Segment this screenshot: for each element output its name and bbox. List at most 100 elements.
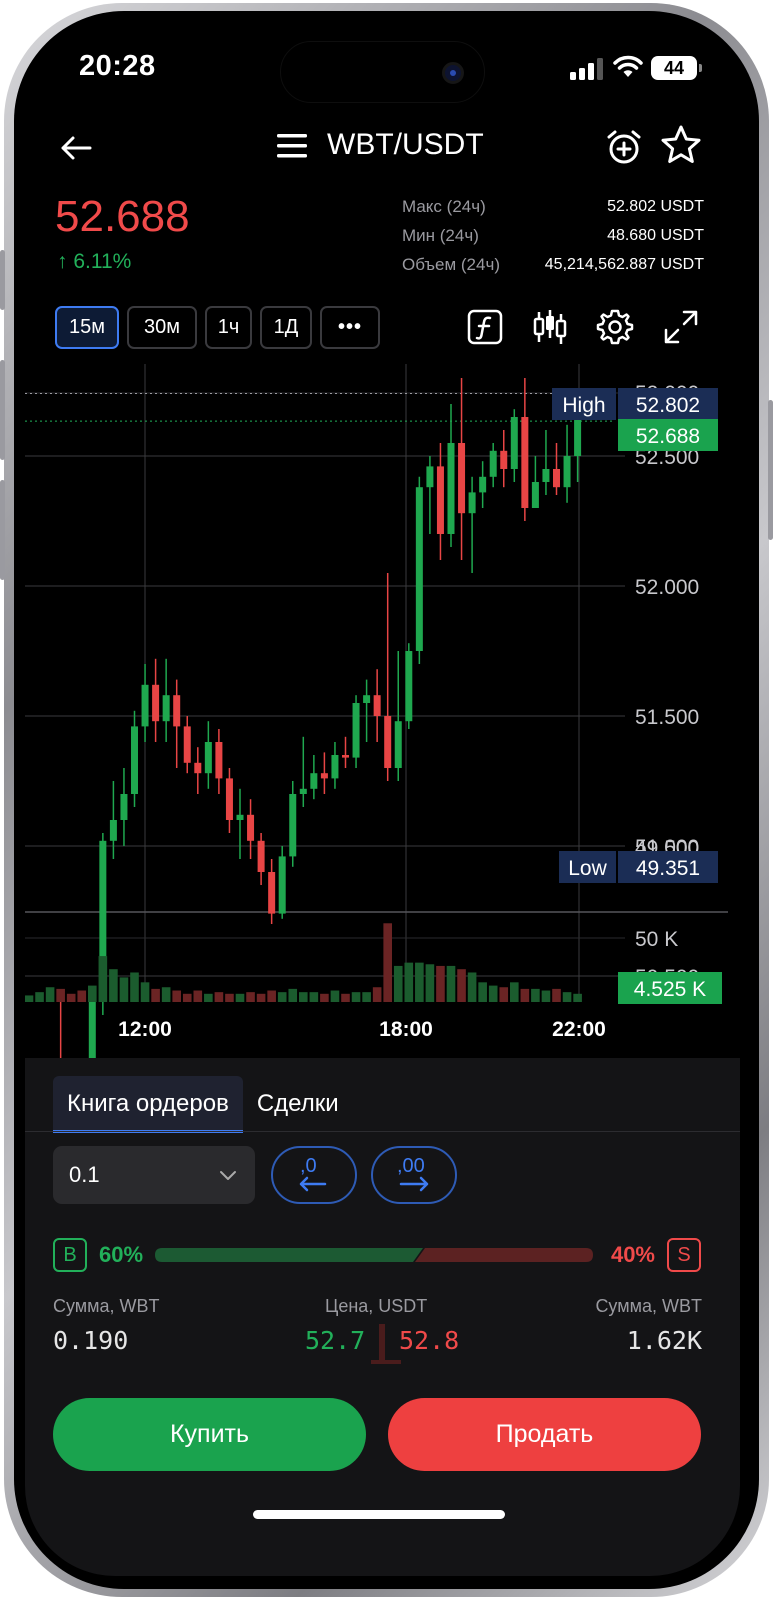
volume-bar xyxy=(130,972,139,1002)
x-tick-label: 12:00 xyxy=(118,1018,172,1041)
candle-body xyxy=(342,755,349,758)
volume-bar xyxy=(161,987,171,1002)
stat-value: 52.802 USDT xyxy=(607,197,704,215)
candle-body xyxy=(152,684,160,722)
candle-body xyxy=(99,840,107,1002)
stat-low: Мин (24ч) 48.680 USDT xyxy=(402,221,704,250)
volume-bar xyxy=(77,990,87,1002)
candle-body xyxy=(268,872,276,914)
decrease-precision-button[interactable]: ,0 xyxy=(271,1146,357,1204)
camera-icon xyxy=(442,62,464,84)
volume-bar xyxy=(436,965,445,1002)
candle-body xyxy=(542,469,550,482)
favorite-star-icon[interactable] xyxy=(660,124,702,166)
y-tick-label: 52.500 xyxy=(635,446,699,469)
volume-bar xyxy=(235,993,245,1002)
volume-bar xyxy=(140,982,150,1002)
buy-button[interactable]: Купить xyxy=(53,1398,366,1471)
col-ask-amount: Сумма, WBT xyxy=(595,1296,702,1316)
candle-body xyxy=(352,703,360,758)
tab-trades[interactable]: Сделки xyxy=(256,1090,339,1117)
volume-bar xyxy=(446,965,456,1002)
candle-body xyxy=(405,651,413,722)
volume-bar xyxy=(225,993,234,1002)
timeframe-selector: 15м 30м 1ч 1Д ••• xyxy=(55,306,380,349)
candle-body xyxy=(415,487,423,651)
candle-body xyxy=(289,794,297,857)
volume-bar xyxy=(66,993,76,1002)
candle-body xyxy=(510,417,518,469)
volume-bar xyxy=(415,962,424,1002)
volume-bar xyxy=(88,985,97,1002)
price-chart[interactable]: 52.50052.00051.50051.00050.50050.00052.0… xyxy=(25,358,740,1058)
ratio-bar xyxy=(155,1248,593,1262)
tab-orderbook[interactable]: Книга ордеров xyxy=(53,1076,243,1133)
price-step-select[interactable]: 0.1 xyxy=(53,1146,255,1204)
volume-bar xyxy=(573,993,582,1002)
increase-precision-button[interactable]: ,00 xyxy=(371,1146,457,1204)
side-button xyxy=(768,400,773,540)
volume-bar xyxy=(404,962,414,1002)
settings-gear-icon[interactable] xyxy=(596,308,634,346)
battery-icon: 44 xyxy=(651,56,702,80)
current-price-label-box xyxy=(618,419,718,451)
candle-body xyxy=(447,443,455,534)
sell-percent: 40% xyxy=(610,1242,655,1267)
candle-body xyxy=(278,856,286,914)
ratio-sell-fill xyxy=(415,1248,593,1262)
bid-price[interactable]: 52.7 xyxy=(305,1326,366,1355)
stat-label: Мин (24ч) xyxy=(402,225,479,245)
decrease-precision-icon: ,0 xyxy=(299,1155,327,1192)
volume-bar xyxy=(330,990,340,1002)
ask-price[interactable]: 52.8 xyxy=(399,1326,460,1355)
candle-body xyxy=(531,482,539,508)
volume-bar xyxy=(520,988,530,1002)
back-arrow-icon[interactable] xyxy=(58,130,94,166)
volume-bar xyxy=(562,992,572,1002)
candle-body xyxy=(225,778,233,820)
sell-button[interactable]: Продать xyxy=(388,1398,701,1471)
precision-more-label: ,00 xyxy=(397,1155,425,1177)
candle-body xyxy=(521,417,529,508)
volume-bar xyxy=(531,988,540,1002)
volume-bar xyxy=(299,992,308,1002)
timeframe-1d[interactable]: 1Д xyxy=(260,306,312,349)
volume-bar xyxy=(510,982,519,1002)
orderbook-tabs: Книга ордеров Сделки xyxy=(53,1076,353,1133)
timeframe-more[interactable]: ••• xyxy=(320,306,380,349)
timeframe-15m[interactable]: 15м xyxy=(55,306,119,349)
candle-body xyxy=(331,755,339,779)
timeframe-30m[interactable]: 30м xyxy=(127,306,197,349)
volume-bar xyxy=(341,993,350,1002)
price-alert-icon[interactable] xyxy=(605,128,643,166)
chevron-down-icon xyxy=(220,1171,236,1180)
candle-body xyxy=(194,762,202,774)
candle-body xyxy=(426,466,434,488)
candlestick-type-icon[interactable] xyxy=(531,308,569,346)
candle-body xyxy=(479,476,487,493)
pair-title[interactable]: WBT/USDT xyxy=(327,128,484,161)
side-button xyxy=(0,480,5,580)
candle-body xyxy=(489,450,497,477)
low-value-box xyxy=(618,851,718,883)
low-label: Low xyxy=(568,857,607,880)
candle-body xyxy=(204,742,212,774)
volume-bar xyxy=(256,993,266,1002)
volume-bar xyxy=(320,993,329,1002)
candle-body xyxy=(320,773,328,779)
volume-bar xyxy=(541,990,551,1002)
volume-tick-label: 50 K xyxy=(635,928,678,951)
price-change: ↑ 6.11% xyxy=(57,250,132,273)
buy-sell-ratio: B 60% 40% S xyxy=(53,1236,701,1272)
volume-bar xyxy=(552,988,561,1002)
timeframe-1h[interactable]: 1ч xyxy=(205,306,252,349)
col-price: Цена, USDT xyxy=(325,1296,428,1316)
indicators-icon[interactable] xyxy=(466,308,504,346)
menu-icon[interactable] xyxy=(277,132,309,160)
current-price-label: 52.688 xyxy=(636,425,700,448)
candle-body xyxy=(162,695,170,722)
home-indicator[interactable] xyxy=(253,1510,505,1519)
volume-bar xyxy=(45,987,55,1002)
fullscreen-icon[interactable] xyxy=(662,308,700,346)
x-tick-label: 22:00 xyxy=(552,1018,606,1041)
